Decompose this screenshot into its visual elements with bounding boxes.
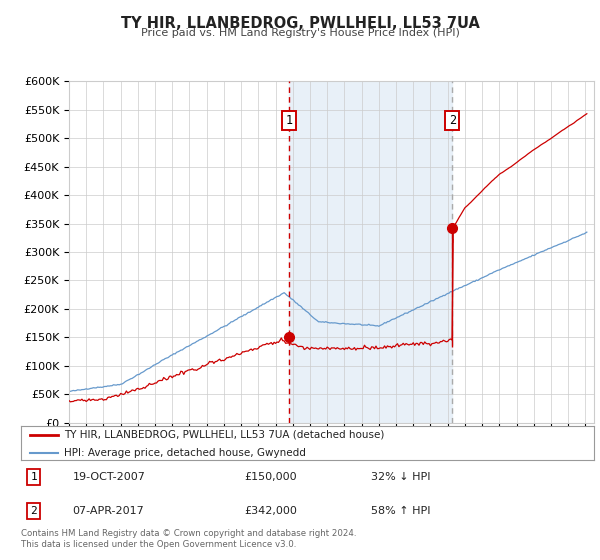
Text: TY HIR, LLANBEDROG, PWLLHELI, LL53 7UA: TY HIR, LLANBEDROG, PWLLHELI, LL53 7UA: [121, 16, 479, 31]
Text: 32% ↓ HPI: 32% ↓ HPI: [371, 472, 430, 482]
Text: 2: 2: [449, 114, 456, 127]
Text: £342,000: £342,000: [244, 506, 298, 516]
Text: 58% ↑ HPI: 58% ↑ HPI: [371, 506, 430, 516]
Text: HPI: Average price, detached house, Gwynedd: HPI: Average price, detached house, Gwyn…: [64, 447, 306, 458]
Text: Contains HM Land Registry data © Crown copyright and database right 2024.
This d: Contains HM Land Registry data © Crown c…: [21, 529, 356, 549]
Text: 2: 2: [30, 506, 37, 516]
Text: £150,000: £150,000: [244, 472, 297, 482]
Text: 07-APR-2017: 07-APR-2017: [73, 506, 145, 516]
Text: 19-OCT-2007: 19-OCT-2007: [73, 472, 145, 482]
Text: TY HIR, LLANBEDROG, PWLLHELI, LL53 7UA (detached house): TY HIR, LLANBEDROG, PWLLHELI, LL53 7UA (…: [64, 430, 385, 440]
Text: 1: 1: [286, 114, 293, 127]
Text: 1: 1: [30, 472, 37, 482]
Text: Price paid vs. HM Land Registry's House Price Index (HPI): Price paid vs. HM Land Registry's House …: [140, 28, 460, 38]
Bar: [289, 81, 452, 423]
